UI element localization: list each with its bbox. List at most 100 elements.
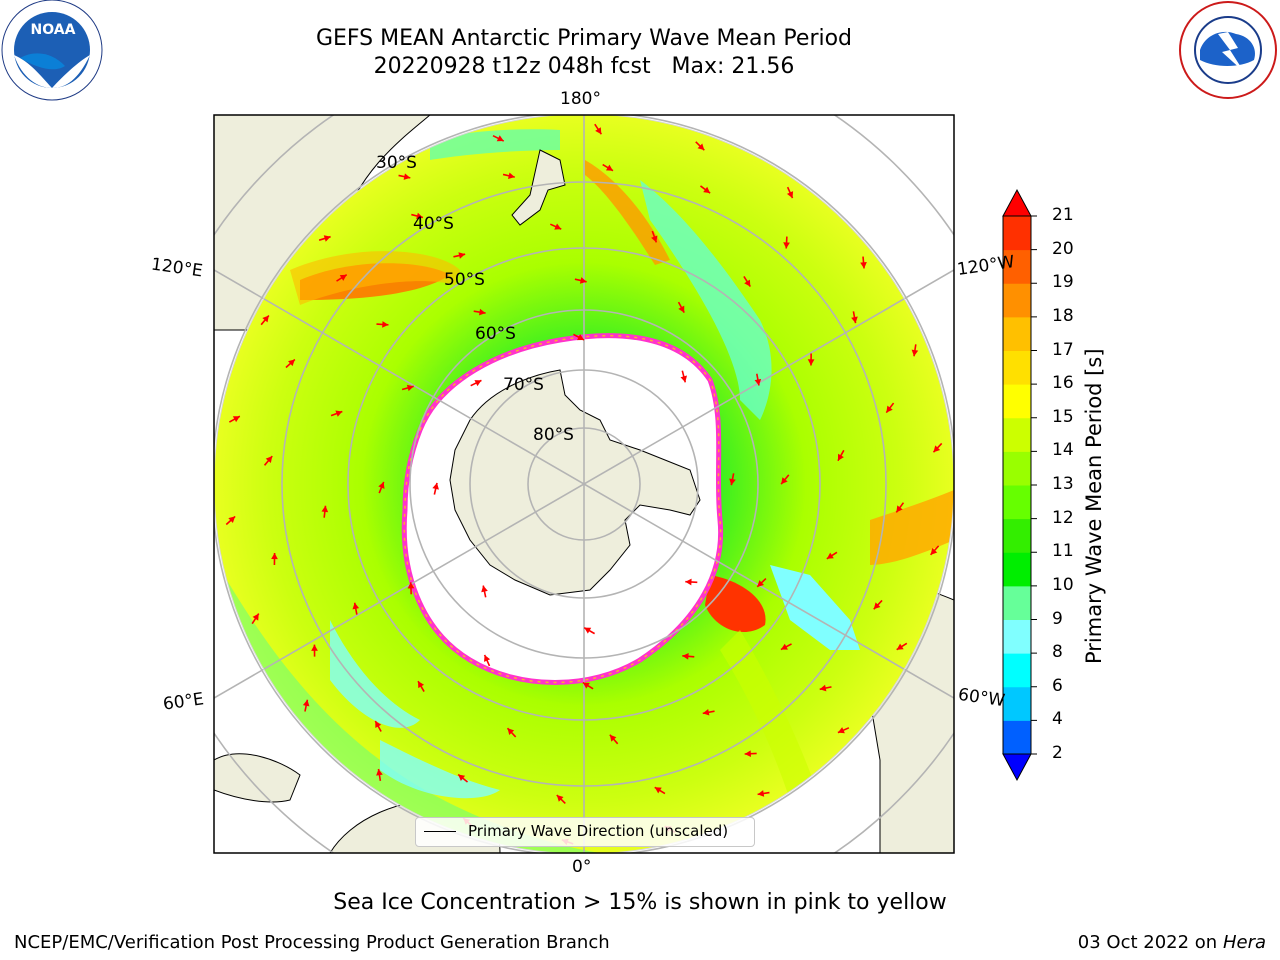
colorbar-tick-label: 14: [1052, 440, 1074, 461]
colorbar-label: Primary Wave Mean Period [s]: [1082, 348, 1106, 664]
wave-direction-arrowhead: [403, 173, 411, 180]
wave-direction-arrowhead: [654, 787, 662, 794]
colorbar-bin: [1003, 316, 1031, 351]
colorbar-min-extension: [1002, 753, 1032, 782]
colorbar-max-extension: [1002, 188, 1032, 217]
wave-direction-arrowhead: [896, 643, 904, 650]
wave-direction-arrowhead: [757, 580, 765, 587]
wave-direction-arrowhead: [873, 602, 881, 610]
colorbar-bin: [1003, 686, 1031, 721]
wave-direction-arrowhead: [406, 384, 414, 392]
colorbar-bin: [1003, 417, 1031, 452]
run-date-text: 03 Oct 2022 on: [1077, 932, 1223, 953]
wave-direction-arrowhead: [458, 252, 466, 259]
antarctica: [449, 369, 701, 596]
colorbar-tick-label: 17: [1052, 339, 1074, 360]
wave-direction-arrowhead: [507, 728, 515, 735]
chart-title: GEFS MEAN Antarctic Primary Wave Mean Pe…: [315, 26, 853, 51]
noaa-logo-text: NOAA: [30, 22, 76, 38]
wave-direction-arrowhead: [911, 349, 919, 357]
legend-label: Primary Wave Direction (unscaled): [468, 822, 729, 840]
wave-direction-arrowhead: [311, 644, 318, 651]
colorbar-bin: [1003, 216, 1031, 251]
machine-name: Hera: [1222, 932, 1266, 953]
lat-label-50s: 50°S: [444, 270, 485, 290]
wave-direction-arrowhead: [680, 375, 688, 383]
wave-direction-arrowhead: [484, 654, 491, 662]
lat-label-60s: 60°S: [475, 324, 516, 344]
colorbar-bin: [1003, 552, 1031, 587]
wave-direction-arrowhead: [579, 277, 587, 284]
colorbar-tick-label: 21: [1052, 205, 1074, 225]
wave-direction-arrowhead: [595, 127, 602, 135]
wave-direction-arrowhead: [851, 316, 858, 324]
wave-direction-arrowhead: [780, 643, 788, 650]
lat-label-80s: 80°S: [533, 425, 574, 445]
colorbar-tick-label: 18: [1052, 305, 1074, 326]
colorbar-tick-label: 4: [1052, 709, 1063, 730]
wave-direction-arrowhead: [418, 681, 425, 689]
map-border: [213, 114, 955, 854]
colorbar-tick-label: 8: [1052, 642, 1063, 663]
wave-direction-arrowhead: [323, 235, 331, 242]
wave-direction-arrowhead: [339, 274, 347, 281]
lon-label-0: 0°: [572, 857, 592, 877]
wave-direction-arrowhead: [584, 627, 592, 634]
wave-direction-arrowhead: [744, 279, 751, 287]
wave-direction-arrowhead: [781, 477, 788, 485]
wave-direction-arrowhead: [432, 482, 439, 490]
run-date: 03 Oct 2022 on Hera: [1078, 932, 1266, 953]
lat-label-40s: 40°S: [413, 214, 454, 234]
legend-line-swatch: [424, 831, 456, 832]
colorbar-bin: [1003, 249, 1031, 284]
wave-direction-arrowhead: [754, 378, 762, 386]
wave-direction-arrowhead: [481, 585, 488, 593]
wave-direction-arrowhead: [860, 262, 867, 269]
graticule: [214, 115, 954, 853]
wave-direction-arrowhead: [886, 405, 893, 413]
colorbar-bin: [1003, 485, 1031, 520]
colorbar-tick-label: 10: [1052, 574, 1074, 595]
wave-direction-arrowhead: [508, 172, 515, 179]
wave-direction-arrowhead: [335, 410, 343, 417]
wave-direction-arrowhead: [819, 684, 827, 692]
wave-direction-arrowhead: [582, 682, 590, 689]
wave-direction-arrowhead: [378, 481, 385, 489]
colorbar-tick-label: 19: [1052, 272, 1074, 293]
credit-text: NCEP/EMC/Verification Post Processing Pr…: [14, 932, 610, 953]
wave-direction-arrowhead: [416, 212, 423, 220]
wave-direction-arrows: [225, 123, 943, 846]
colorbar: [1002, 188, 1037, 782]
wave-direction-arrowhead: [228, 516, 236, 524]
colorbar-tick-label: 13: [1052, 474, 1074, 494]
wave-direction-arrowhead: [577, 334, 585, 341]
lat-label-30s: 30°S: [376, 153, 417, 173]
colorbar-bin: [1003, 585, 1031, 620]
colorbar-tick-label: 12: [1052, 507, 1074, 528]
colorbar-bin: [1003, 350, 1031, 385]
wave-direction-arrowhead: [896, 505, 903, 513]
wave-direction-arrowhead: [651, 235, 658, 243]
sea-ice-note: Sea Ice Concentration > 15% is shown in …: [333, 890, 947, 915]
wave-direction-arrowhead: [930, 548, 938, 555]
colorbar-bin: [1003, 384, 1031, 419]
wave-direction-arrowhead: [376, 769, 383, 776]
colorbar-tick-label: 2: [1052, 743, 1063, 763]
colorbar-bin: [1003, 451, 1031, 486]
wave-direction-arrowhead: [605, 164, 613, 171]
wave-direction-arrowhead: [265, 456, 273, 463]
lat-label-70s: 70°S: [503, 375, 544, 395]
colorbar-bin: [1003, 720, 1031, 755]
wave-direction-arrowhead: [729, 478, 736, 486]
wave-direction-arrowhead: [474, 380, 482, 387]
wave-direction-arrowhead: [382, 321, 389, 328]
wave-direction-arrowhead: [352, 602, 360, 610]
noaa-logo: [1, 0, 103, 101]
wave-direction-arrowhead: [685, 578, 692, 586]
wave-direction-arrowhead: [271, 552, 278, 560]
wave-direction-arrowhead: [786, 191, 794, 199]
wave-direction-arrowhead: [375, 720, 382, 728]
nws-logo: [1179, 1, 1277, 99]
colorbar-bin: [1003, 653, 1031, 688]
